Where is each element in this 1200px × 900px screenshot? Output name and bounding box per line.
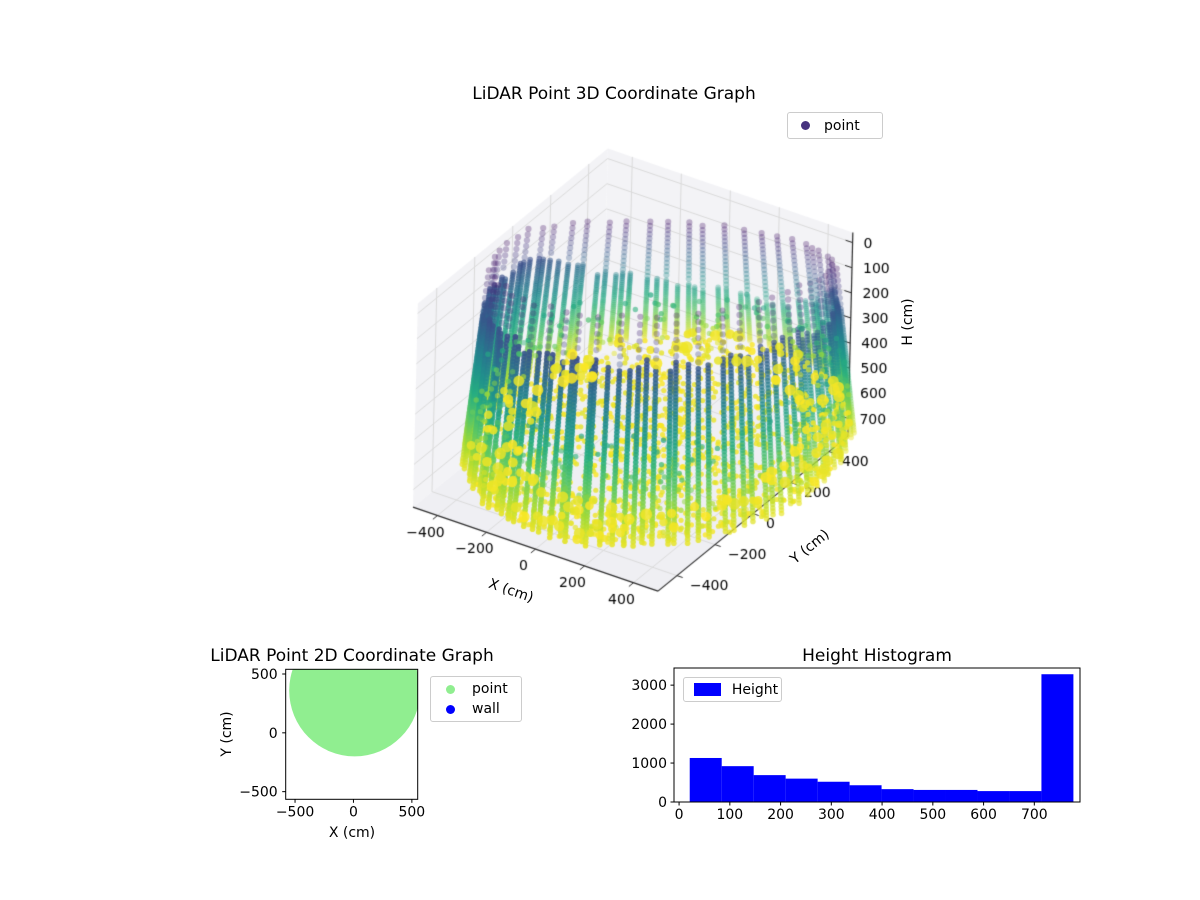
point-scatter-region — [289, 669, 418, 757]
y-tick-label: 0 — [658, 795, 667, 811]
plot3d-legend: point — [787, 112, 883, 139]
wall-marker-icon — [446, 704, 455, 714]
histogram-bar — [1041, 674, 1074, 802]
histogram-title: Height Histogram — [802, 646, 952, 666]
plot3d-zaxis-label: H (cm) — [900, 298, 916, 346]
axes-frame — [673, 667, 1081, 803]
histogram-bar — [817, 781, 850, 802]
y-tick-label: 3000 — [631, 678, 667, 694]
histogram-bar — [881, 789, 914, 802]
y-tick-label: 0 — [269, 726, 278, 742]
legend-item-label: point — [824, 117, 860, 134]
plot3d-canvas — [250, 100, 990, 660]
histogram-bar — [913, 789, 946, 802]
point-marker-icon — [801, 121, 810, 130]
plot2d-legend: point wall — [430, 676, 522, 722]
x-tick-label: 500 — [919, 807, 946, 823]
x-tick-label: 100 — [716, 807, 743, 823]
x-tick-label: −500 — [276, 804, 314, 820]
histogram-bar — [977, 791, 1010, 802]
plot3d-title: LiDAR Point 3D Coordinate Graph — [472, 84, 756, 104]
plot2d-yaxis-label: Y (cm) — [219, 711, 235, 757]
y-tick-label: 500 — [251, 667, 278, 683]
x-tick-label: 300 — [818, 807, 845, 823]
legend-item-point: point — [446, 679, 521, 699]
legend-item-wall: wall — [446, 699, 521, 719]
histogram-bar — [1009, 791, 1042, 802]
point-marker-icon — [446, 684, 455, 694]
y-tick-label: 1000 — [631, 756, 667, 772]
axes-frame — [285, 668, 419, 800]
legend-item-label: point — [472, 681, 508, 697]
x-tick-label: 500 — [398, 804, 425, 820]
x-tick-label: 0 — [349, 804, 358, 820]
histogram-bar — [753, 775, 786, 802]
histogram-bar — [785, 778, 818, 802]
legend-item-label: Height — [731, 681, 779, 698]
histogram-axes: 0 100 200 300 400 500 600 700 0 1000 2000 3000 — [631, 667, 1081, 823]
histogram-bar — [945, 789, 978, 802]
x-tick-label: 400 — [869, 807, 896, 823]
x-tick-label: 600 — [970, 807, 997, 823]
x-tick-label: 200 — [767, 807, 794, 823]
plot2d-xaxis-label: X (cm) — [328, 825, 376, 841]
legend-item-label: wall — [472, 701, 500, 717]
histogram-bar — [721, 766, 754, 802]
x-tick-label: 700 — [1021, 807, 1048, 823]
plot2d-axes: −500 0 500 −500 0 500 — [239, 667, 425, 820]
height-marker-icon — [693, 683, 721, 696]
legend-item-point: point — [801, 116, 882, 136]
y-tick-label: 2000 — [631, 717, 667, 733]
x-tick-label: 0 — [675, 807, 684, 823]
plot2d-title: LiDAR Point 2D Coordinate Graph — [210, 646, 494, 666]
y-tick-label: −500 — [239, 785, 277, 801]
histogram-legend: Height — [683, 677, 782, 702]
histogram-bar — [689, 757, 722, 802]
histogram-bar — [849, 785, 882, 802]
